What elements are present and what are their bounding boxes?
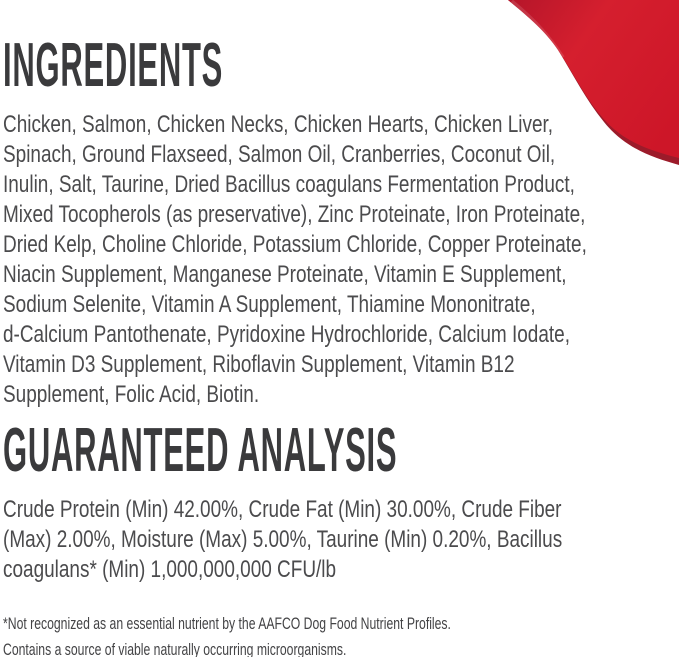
ingredients-heading: INGREDIENTS <box>3 31 224 100</box>
guaranteed-analysis-text: Crude Protein (Min) 42.00%, Crude Fat (M… <box>3 496 563 583</box>
guaranteed-analysis-heading: GUARANTEED ANALYSIS <box>3 416 398 485</box>
footnote-aafco-disclaimer: *Not recognized as an essential nutrient… <box>3 615 451 633</box>
footnote-microorganisms: Contains a source of viable naturally oc… <box>3 641 347 657</box>
ingredients-list-text: Chicken, Salmon, Chicken Necks, Chicken … <box>3 111 587 408</box>
swoosh-gloss-highlight <box>509 0 565 60</box>
